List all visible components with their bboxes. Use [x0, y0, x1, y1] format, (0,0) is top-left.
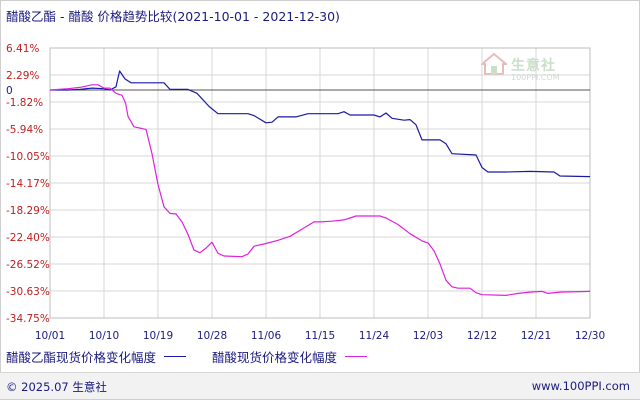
y-tick-label: -22.40% [6, 232, 50, 244]
x-tick-label: 10/19 [143, 330, 173, 342]
chart-legend: 醋酸乙酯现货价格变化幅度 醋酸现货价格变化幅度 [6, 347, 393, 366]
footer-site-link[interactable]: www.100PPI.com [531, 379, 630, 393]
x-tick-label: 10/28 [197, 330, 227, 342]
y-tick-label: -1.82% [6, 97, 43, 109]
x-tick-label: 12/12 [467, 330, 497, 342]
series-line-1 [50, 70, 591, 178]
watermark-url: 100PPI.COM [511, 73, 560, 82]
y-tick-label: -30.63% [6, 286, 50, 298]
x-tick-label: 10/01 [35, 330, 65, 342]
chart-title-text: 醋酸乙酯 - 醋酸 价格趋势比较 [6, 9, 173, 24]
legend-item-series-1: 醋酸乙酯现货价格变化幅度 [6, 347, 187, 366]
x-tick-label: 11/24 [359, 330, 390, 342]
chart-period: (2021-10-01 - 2021-12-30) [172, 9, 340, 24]
y-tick-label: 6.41% [6, 43, 39, 55]
y-tick-label: -14.17% [6, 178, 50, 190]
x-tick-label: 12/21 [521, 330, 551, 342]
y-tick-label: -10.05% [6, 151, 50, 163]
footer-copyright: © 2025.07 生意社 [6, 380, 107, 394]
x-tick-label: 12/30 [575, 330, 605, 342]
y-tick-label: -26.52% [6, 259, 50, 271]
y-tick-label: -18.29% [6, 205, 50, 217]
plot-area-border [49, 47, 591, 319]
legend-label-series-1: 醋酸乙酯现货价格变化幅度 [6, 349, 157, 365]
zero-tick-label: 0 [6, 85, 13, 97]
legend-item-series-2: 醋酸现货价格变化幅度 [212, 347, 368, 366]
footer-bar: © 2025.07 生意社 www.100PPI.com [0, 372, 640, 399]
watermark-logo: 生意社 100PPI.COM [479, 52, 581, 92]
y-tick-label: 2.29% [6, 70, 39, 82]
legend-swatch-series-2 [345, 355, 368, 357]
x-tick-label: 11/15 [305, 330, 335, 342]
y-tick-label: -5.94% [6, 124, 43, 136]
legend-swatch-series-1 [164, 355, 187, 357]
x-tick-label: 12/03 [413, 330, 443, 342]
chart-title: 醋酸乙酯 - 醋酸 价格趋势比较(2021-10-01 - 2021-12-30… [6, 6, 340, 25]
series-line-2 [49, 84, 591, 296]
watermark-brand: 生意社 [511, 58, 556, 74]
x-tick-label: 11/06 [251, 330, 282, 342]
legend-label-series-2: 醋酸现货价格变化幅度 [212, 349, 338, 365]
x-tick-label: 10/10 [89, 330, 119, 342]
y-tick-label: -34.75% [6, 313, 50, 325]
